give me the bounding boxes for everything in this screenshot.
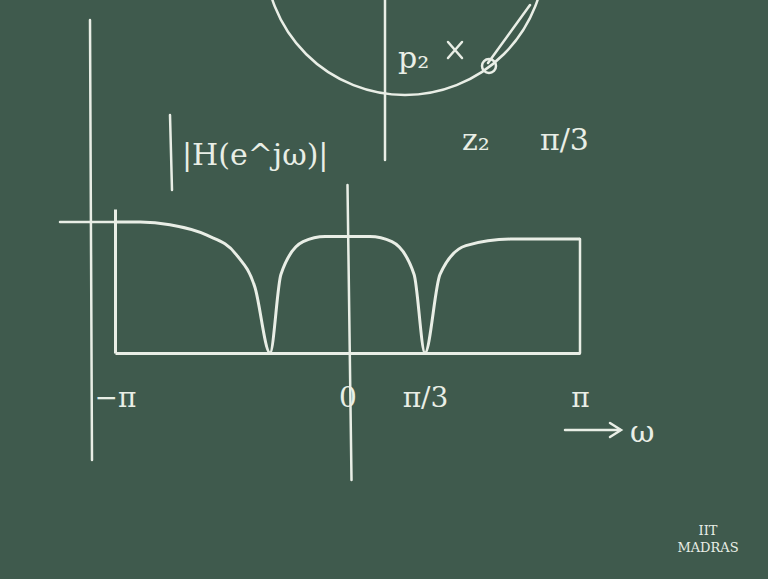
- x-axis-line: [116, 352, 581, 355]
- x-tick: π: [571, 353, 589, 414]
- annotation: z₂: [462, 122, 490, 157]
- bar-stroke: [170, 115, 172, 190]
- x-tick: −π: [95, 353, 137, 414]
- zero-line: [348, 185, 352, 480]
- y-axis-line: [114, 210, 117, 354]
- x-tick-label: π/3: [403, 381, 449, 414]
- x-tick-label: 0: [339, 381, 357, 414]
- x-axis: −π 0 π/3 π: [95, 353, 590, 414]
- annotation: IIT: [699, 523, 718, 538]
- x-tick-label: −π: [95, 381, 137, 414]
- board-line: [90, 20, 92, 460]
- chalkboard: −π 0 π/3 π |H(e^jω)| ω p₂ z₂ π/3 IIT MADRAS: [0, 0, 768, 579]
- edge-line: [579, 239, 582, 353]
- radial-line: [488, 5, 530, 63]
- x-tick-label: π: [571, 381, 589, 414]
- arrow-shaft: [565, 429, 620, 432]
- unit-circle: [265, 0, 545, 95]
- sketch: [60, 0, 621, 480]
- pole-mark: [448, 42, 462, 58]
- x-tick: 0: [339, 353, 357, 414]
- annotation: π/3: [540, 122, 589, 157]
- x-tick: π/3: [403, 353, 449, 414]
- x-axis-title: ω: [630, 414, 654, 449]
- annotation: MADRAS: [677, 540, 738, 555]
- magnitude-curve: [115, 222, 580, 353]
- annotation: p₂: [398, 40, 429, 75]
- imag-axis: [384, 0, 387, 160]
- arrow-head: [610, 423, 621, 437]
- board: [0, 0, 768, 579]
- zero-mark: [482, 59, 496, 73]
- y-axis: [115, 210, 116, 354]
- y-axis-title: |H(e^jω)|: [182, 137, 328, 172]
- board-line: [60, 221, 115, 224]
- plot-area: [115, 222, 580, 353]
